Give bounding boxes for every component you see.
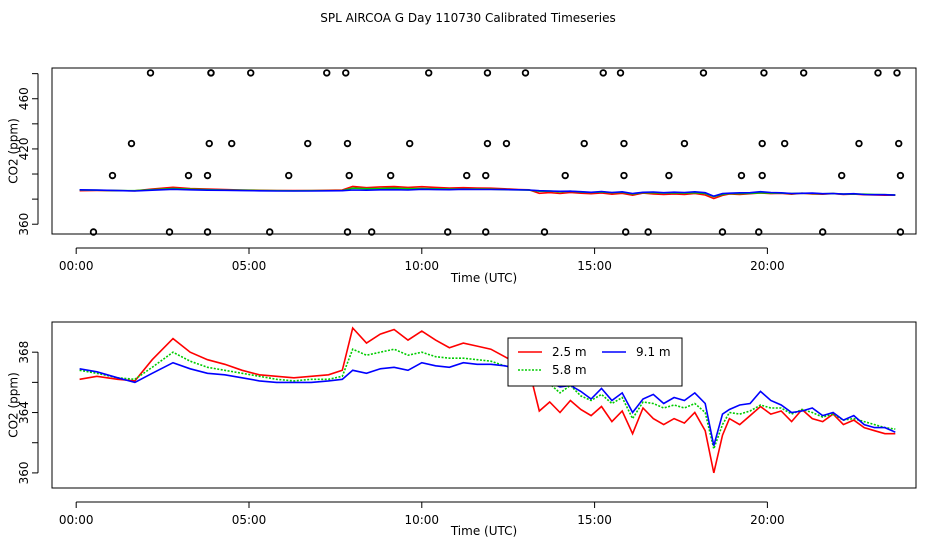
calibration-point [665,171,673,180]
calibration-point [89,228,98,236]
legend-label: 2.5 m [552,345,587,359]
y-tick-label: 368 [17,341,31,364]
calibration-point [780,139,789,148]
x-axis-label: Time (UTC) [450,271,517,285]
legend: 2.5 m 9.1 m 5.8 m [507,337,683,387]
x-tick-label: 10:00 [404,513,439,527]
calibration-point [561,171,569,180]
calibration-point [165,228,174,236]
calibration-point [184,171,193,180]
calibration-point [758,171,766,180]
x-tick-label: 00:00 [59,513,94,527]
calibration-point [342,69,350,77]
calibration-point [127,139,136,148]
calibration-point [482,228,490,236]
calibration-point [483,69,492,77]
x-tick-label: 00:00 [59,259,94,273]
series-line-25m [79,326,896,474]
calibration-point [521,69,530,77]
y-axis-label: CO2 (ppm) [7,118,21,184]
calibration-point [203,171,212,180]
overview-line-91m [79,188,896,198]
x-tick-label: 05:00 [232,259,267,273]
calibration-point [425,69,433,77]
calibration-point [247,69,255,77]
y-tick-label: 360 [17,213,31,236]
x-tick-label: 15:00 [577,513,612,527]
calibration-point [323,69,331,77]
x-axis-label: Time (UTC) [450,524,517,538]
y-tick-label: 364 [17,401,31,424]
calibration-point [699,69,708,77]
calibration-point [482,171,490,180]
calibration-point [405,139,414,148]
calibration-point [799,69,808,77]
calibration-point [580,139,588,148]
calibration-point [620,171,628,180]
series-line-58m [79,348,896,452]
calibration-point [228,139,236,148]
calibration-point [483,139,492,148]
calibration-point [680,139,689,148]
y-tick-label: 360 [17,461,31,484]
calibration-point [207,69,215,77]
calibration-point [146,69,155,77]
calibration-point [874,69,882,77]
calibration-point [895,139,903,148]
calibration-point [304,139,312,148]
y-axis-label: CO2 (ppm) [7,372,21,438]
calibration-point [502,139,511,148]
calibration-point [343,139,352,148]
calibration-point [896,228,905,236]
calibration-point [758,139,766,148]
calibration-point [896,171,905,180]
x-tick-label: 20:00 [750,513,785,527]
calibration-point [203,228,212,236]
y-tick-label: 420 [17,137,31,160]
plot-frame [51,321,917,489]
calibration-point [755,228,763,236]
calibration-point [818,228,827,236]
plot-frame [51,67,917,235]
x-tick-label: 10:00 [404,259,439,273]
timeseries-panel: 00:00 05:00 10:00 15:00 20:00 Time (UTC) 360 36… [7,321,917,538]
calibration-point [621,228,630,236]
calibration-point [855,139,863,148]
calibration-point [386,171,395,180]
calibration-point [540,228,549,236]
y-tick-label: 460 [17,87,31,110]
calibration-point [620,139,628,148]
calibration-point [343,228,352,236]
calibration-point [345,171,353,180]
chart-title: SPL AIRCOA G Day 110730 Calibrated Times… [320,11,615,25]
calibration-point [463,171,471,180]
calibration-point [444,228,452,236]
calibration-point [599,69,607,77]
legend-box [507,337,683,387]
calibration-point [837,171,846,180]
series-line-91m [79,361,896,446]
calibration-point [616,69,625,77]
calibration-point [285,171,293,180]
x-tick-label: 05:00 [232,513,267,527]
calibration-point [737,171,746,180]
calibration-point [644,228,652,236]
calibration-point [760,69,768,77]
x-tick-label: 20:00 [750,259,785,273]
calibration-point [108,171,117,180]
calibration-panel: 00:00 05:00 10:00 15:00 20:00 Time (UTC) 360 42… [7,67,917,285]
calibration-point [205,139,213,148]
x-tick-label: 15:00 [577,259,612,273]
calibration-point [893,69,901,77]
legend-label: 5.8 m [552,363,587,377]
calibration-point [718,228,727,236]
calibration-point [367,228,376,236]
calibration-point [266,228,274,236]
legend-label: 9.1 m [636,345,671,359]
